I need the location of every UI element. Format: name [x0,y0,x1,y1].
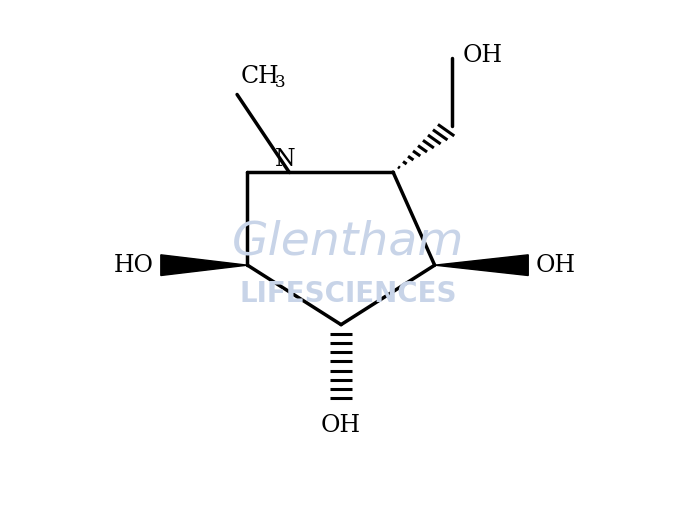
Polygon shape [435,255,528,276]
Text: Glentham: Glentham [232,219,464,264]
Text: 3: 3 [275,74,286,92]
Text: CH: CH [241,66,279,88]
Polygon shape [161,255,248,276]
Text: OH: OH [535,254,575,277]
Text: OH: OH [462,44,503,67]
Text: LIFESCIENCES: LIFESCIENCES [239,280,457,308]
Text: OH: OH [321,413,361,437]
Text: HO: HO [114,254,154,277]
Text: N: N [276,148,296,171]
